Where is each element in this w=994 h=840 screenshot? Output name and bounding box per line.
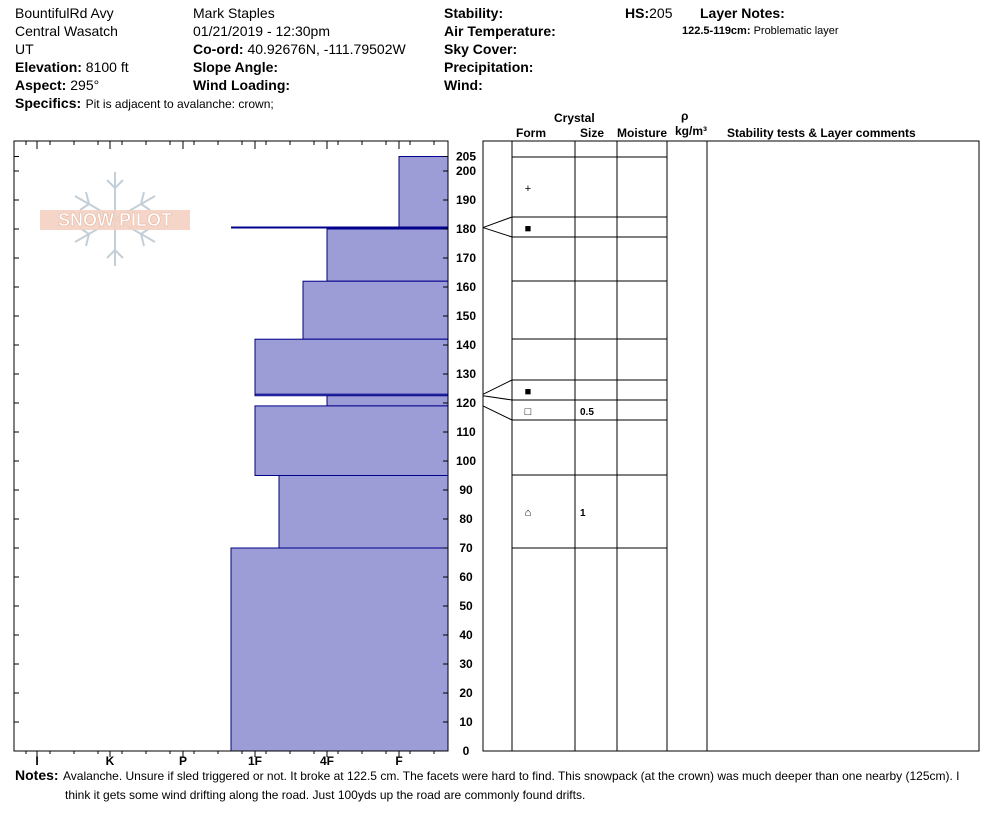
notes-line-2: think it gets some wind drifting along t… [65, 788, 586, 802]
depth-tick-label: 40 [459, 628, 473, 642]
hardness-layer-bar [326, 395, 449, 407]
depth-tick-label: 60 [459, 570, 473, 584]
hardness-layer-bar [398, 156, 449, 229]
rho-header: ρ [681, 109, 689, 123]
stability-tests-header: Stability tests & Layer comments [727, 126, 916, 140]
crystal-size-label: 1 [580, 508, 586, 519]
layer-table-frame [482, 140, 980, 752]
crystal-header: Crystal [554, 111, 595, 125]
layer-connector-line [482, 405, 513, 421]
elevation-value: 8100 ft [85, 59, 129, 75]
depth-tick-label: 170 [456, 251, 476, 265]
depth-tick-label: 50 [459, 599, 473, 613]
moisture-header: Moisture [617, 126, 668, 140]
crystal-form-symbol: ⌂ [525, 507, 532, 519]
depth-tick-label: 190 [456, 193, 476, 207]
hs-value: 205 [649, 5, 673, 21]
layer-notes-label: Layer Notes: [700, 5, 785, 21]
hardness-layer-bar [254, 405, 449, 476]
hardness-tick-label: 4F [320, 754, 334, 768]
coord-row: Co-ord: 40.92676N, -111.79502W [193, 40, 406, 58]
crystal-size-label: 0.5 [580, 407, 594, 418]
layer-note-row: 122.5-119cm: Problematic layer [682, 22, 839, 40]
depth-tick-label: 150 [456, 309, 476, 323]
aspect-value: 295° [70, 77, 100, 93]
air-temperature-label: Air Temperature: [444, 23, 556, 39]
hardness-tick-label: 1F [248, 754, 262, 768]
depth-tick-label: 0 [463, 744, 470, 758]
aspect-row: Aspect: 295° [15, 76, 99, 94]
size-header: Size [580, 126, 605, 140]
hardness-tick-label: F [395, 754, 402, 768]
wind-loading-label: Wind Loading: [193, 77, 291, 93]
depth-tick-label: 90 [459, 483, 473, 497]
hardness-layer-bar [302, 280, 449, 340]
layer-connector-line [482, 395, 513, 401]
form-header: Form [516, 126, 546, 140]
depth-tick-label: 100 [456, 454, 476, 468]
snowpilot-logo: SNOW PILOT [40, 172, 190, 266]
crystal-form-symbol: □ [525, 406, 532, 418]
wind-label: Wind: [444, 77, 483, 93]
depth-tick-label: 30 [459, 657, 473, 671]
depth-tick-label: 110 [456, 425, 476, 439]
elevation-row: Elevation: 8100 ft [15, 58, 129, 76]
layer-note-text: Problematic layer [753, 25, 839, 37]
depth-tick-label: 80 [459, 512, 473, 526]
hardness-layer-bar [278, 475, 449, 549]
specifics-row: Specifics: Pit is adjacent to avalanche:… [15, 94, 274, 113]
crystal-form-symbol: + [525, 183, 531, 195]
depth-tick-label: 70 [459, 541, 473, 555]
hardness-layer-bar [326, 228, 449, 282]
hs-label: HS: [625, 5, 650, 21]
stability-label: Stability: [444, 5, 504, 21]
elevation-label: Elevation: [15, 59, 82, 75]
depth-tick-label: 200 [456, 164, 476, 178]
profile-frame [13, 140, 449, 752]
depth-tick-label: 140 [456, 338, 476, 352]
location-state: UT [15, 41, 34, 57]
layer-connector-line [482, 379, 513, 395]
hardness-layer-bar [254, 338, 449, 395]
layer-connector-line [482, 216, 513, 229]
precipitation-label: Precipitation: [444, 59, 534, 75]
snowpilot-logo-text: SNOW PILOT [58, 210, 172, 230]
crystal-form-symbol: ■ [525, 386, 532, 398]
notes-label: Notes: [15, 767, 59, 783]
location-range: Central Wasatch [15, 23, 118, 39]
density-unit-header: kg/m³ [675, 124, 708, 138]
depth-tick-label: 120 [456, 396, 476, 410]
hardness-layer-bar [230, 547, 449, 752]
layer-note-range: 122.5-119cm: [682, 25, 751, 37]
depth-tick-label: 160 [456, 280, 476, 294]
observer-name: Mark Staples [193, 5, 275, 21]
crystal-form-symbol: ■ [525, 223, 532, 235]
coord-value: 40.92676N, -111.79502W [247, 41, 406, 57]
hardness-tick-label: P [179, 754, 187, 768]
hardness-tick-label: K [106, 754, 115, 768]
hardness-tick-label: I [35, 754, 38, 768]
coord-label: Co-ord: [193, 41, 244, 57]
depth-tick-label: 10 [459, 715, 473, 729]
depth-tick-label: 205 [456, 150, 476, 164]
specifics-label: Specifics: [15, 95, 82, 111]
layer-connector-line [482, 227, 513, 238]
notes-line-1: Avalanche. Unsure if sled triggered or n… [63, 769, 960, 783]
observation-datetime: 01/21/2019 - 12:30pm [193, 23, 330, 39]
depth-tick-label: 130 [456, 367, 476, 381]
aspect-label: Aspect: [15, 77, 67, 93]
location-name: BountifulRd Avy [15, 5, 114, 21]
depth-tick-label: 180 [456, 222, 476, 236]
sky-cover-label: Sky Cover: [444, 41, 518, 57]
specifics-value: Pit is adjacent to avalanche: crown; [85, 97, 274, 111]
depth-tick-label: 20 [459, 686, 473, 700]
notes-row: Notes: Avalanche. Unsure if sled trigger… [15, 766, 959, 785]
hs-row: HS:205 [625, 4, 672, 22]
slope-angle-label: Slope Angle: [193, 59, 279, 75]
